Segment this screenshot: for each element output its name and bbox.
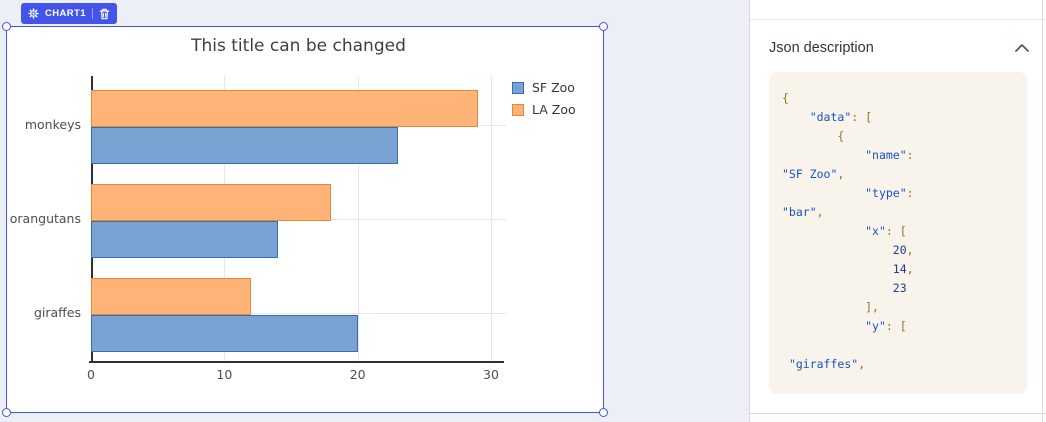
json-description-header[interactable]: Json description (769, 36, 1030, 60)
x-axis-line (89, 361, 504, 363)
bar-la-zoo-orangutans[interactable] (91, 184, 331, 221)
code-line: "SF Zoo", (782, 167, 845, 181)
code-line: "x": [ (865, 224, 907, 238)
x-axis-tick: 20 (349, 367, 366, 382)
bar-sf-zoo-orangutans[interactable] (91, 221, 278, 258)
badge-divider (91, 8, 93, 19)
legend-item-sf-zoo[interactable]: SF Zoo (512, 80, 576, 95)
y-gridline (91, 313, 506, 314)
x-axis-tick: 30 (483, 367, 499, 382)
code-line: 23 (892, 281, 907, 295)
bar-sf-zoo-giraffes[interactable] (91, 315, 358, 352)
x-axis-tick: 10 (216, 367, 233, 382)
resize-handle-top-left[interactable] (2, 22, 11, 31)
code-line: "bar", (782, 205, 824, 219)
canvas-area: CHART1 This title can be changed monkeys… (2, 3, 608, 417)
code-line: 20, (892, 243, 914, 257)
resize-handle-bottom-left[interactable] (2, 408, 11, 417)
code-line: { (782, 91, 789, 105)
chart-badge[interactable]: CHART1 (21, 3, 117, 24)
chart-legend: SF Zoo LA Zoo (512, 80, 576, 117)
chart-name-label: CHART1 (45, 8, 86, 19)
panel-footer-strip (750, 414, 1046, 422)
legend-swatch (512, 103, 524, 116)
gear-icon (28, 8, 39, 19)
legend-label: SF Zoo (532, 80, 575, 95)
resize-handle-bottom-right[interactable] (599, 408, 608, 417)
chart-selection-frame[interactable]: This title can be changed monkeys orangut… (6, 26, 604, 413)
panel-top-divider (750, 19, 1046, 20)
code-line: "y": [ (865, 319, 907, 333)
code-line: { (837, 129, 845, 143)
code-line (782, 336, 1014, 355)
legend-label: LA Zoo (532, 102, 576, 117)
legend-swatch (512, 81, 524, 94)
code-line: ], (865, 300, 879, 314)
panel-title: Json description (769, 40, 874, 56)
bar-chart[interactable]: This title can be changed monkeys orangut… (7, 27, 603, 412)
json-description-panel: Json description { "data": [ { "name": "S… (749, 0, 1046, 422)
code-line: "data": [ (809, 110, 873, 124)
y-axis-label: monkeys (24, 117, 81, 132)
bar-sf-zoo-monkeys[interactable] (91, 127, 398, 164)
resize-handle-top-right[interactable] (599, 22, 608, 31)
y-axis-label: orangutans (9, 211, 81, 226)
x-gridline (490, 76, 492, 361)
legend-item-la-zoo[interactable]: LA Zoo (512, 102, 576, 117)
code-line: 14, (892, 262, 914, 276)
code-line: "type": (865, 186, 914, 200)
json-code-block[interactable]: { "data": [ { "name": "SF Zoo", "type": "b… (769, 72, 1027, 394)
delete-chart-button[interactable] (99, 8, 110, 20)
chart-title[interactable]: This title can be changed (191, 36, 406, 56)
x-axis-tick: 0 (87, 367, 95, 382)
chart-settings-button[interactable] (28, 8, 39, 19)
bar-la-zoo-monkeys[interactable] (91, 90, 478, 127)
panel-bottom-divider (750, 413, 1046, 414)
trash-icon (99, 8, 110, 19)
viewport-right-border (1042, 0, 1043, 422)
chevron-up-icon[interactable] (1014, 43, 1030, 53)
y-axis-label: giraffes (33, 305, 81, 320)
code-line: "name": (865, 148, 914, 162)
code-line: "giraffes", (788, 357, 866, 371)
bar-la-zoo-giraffes[interactable] (91, 278, 251, 315)
x-gridline (357, 76, 359, 361)
